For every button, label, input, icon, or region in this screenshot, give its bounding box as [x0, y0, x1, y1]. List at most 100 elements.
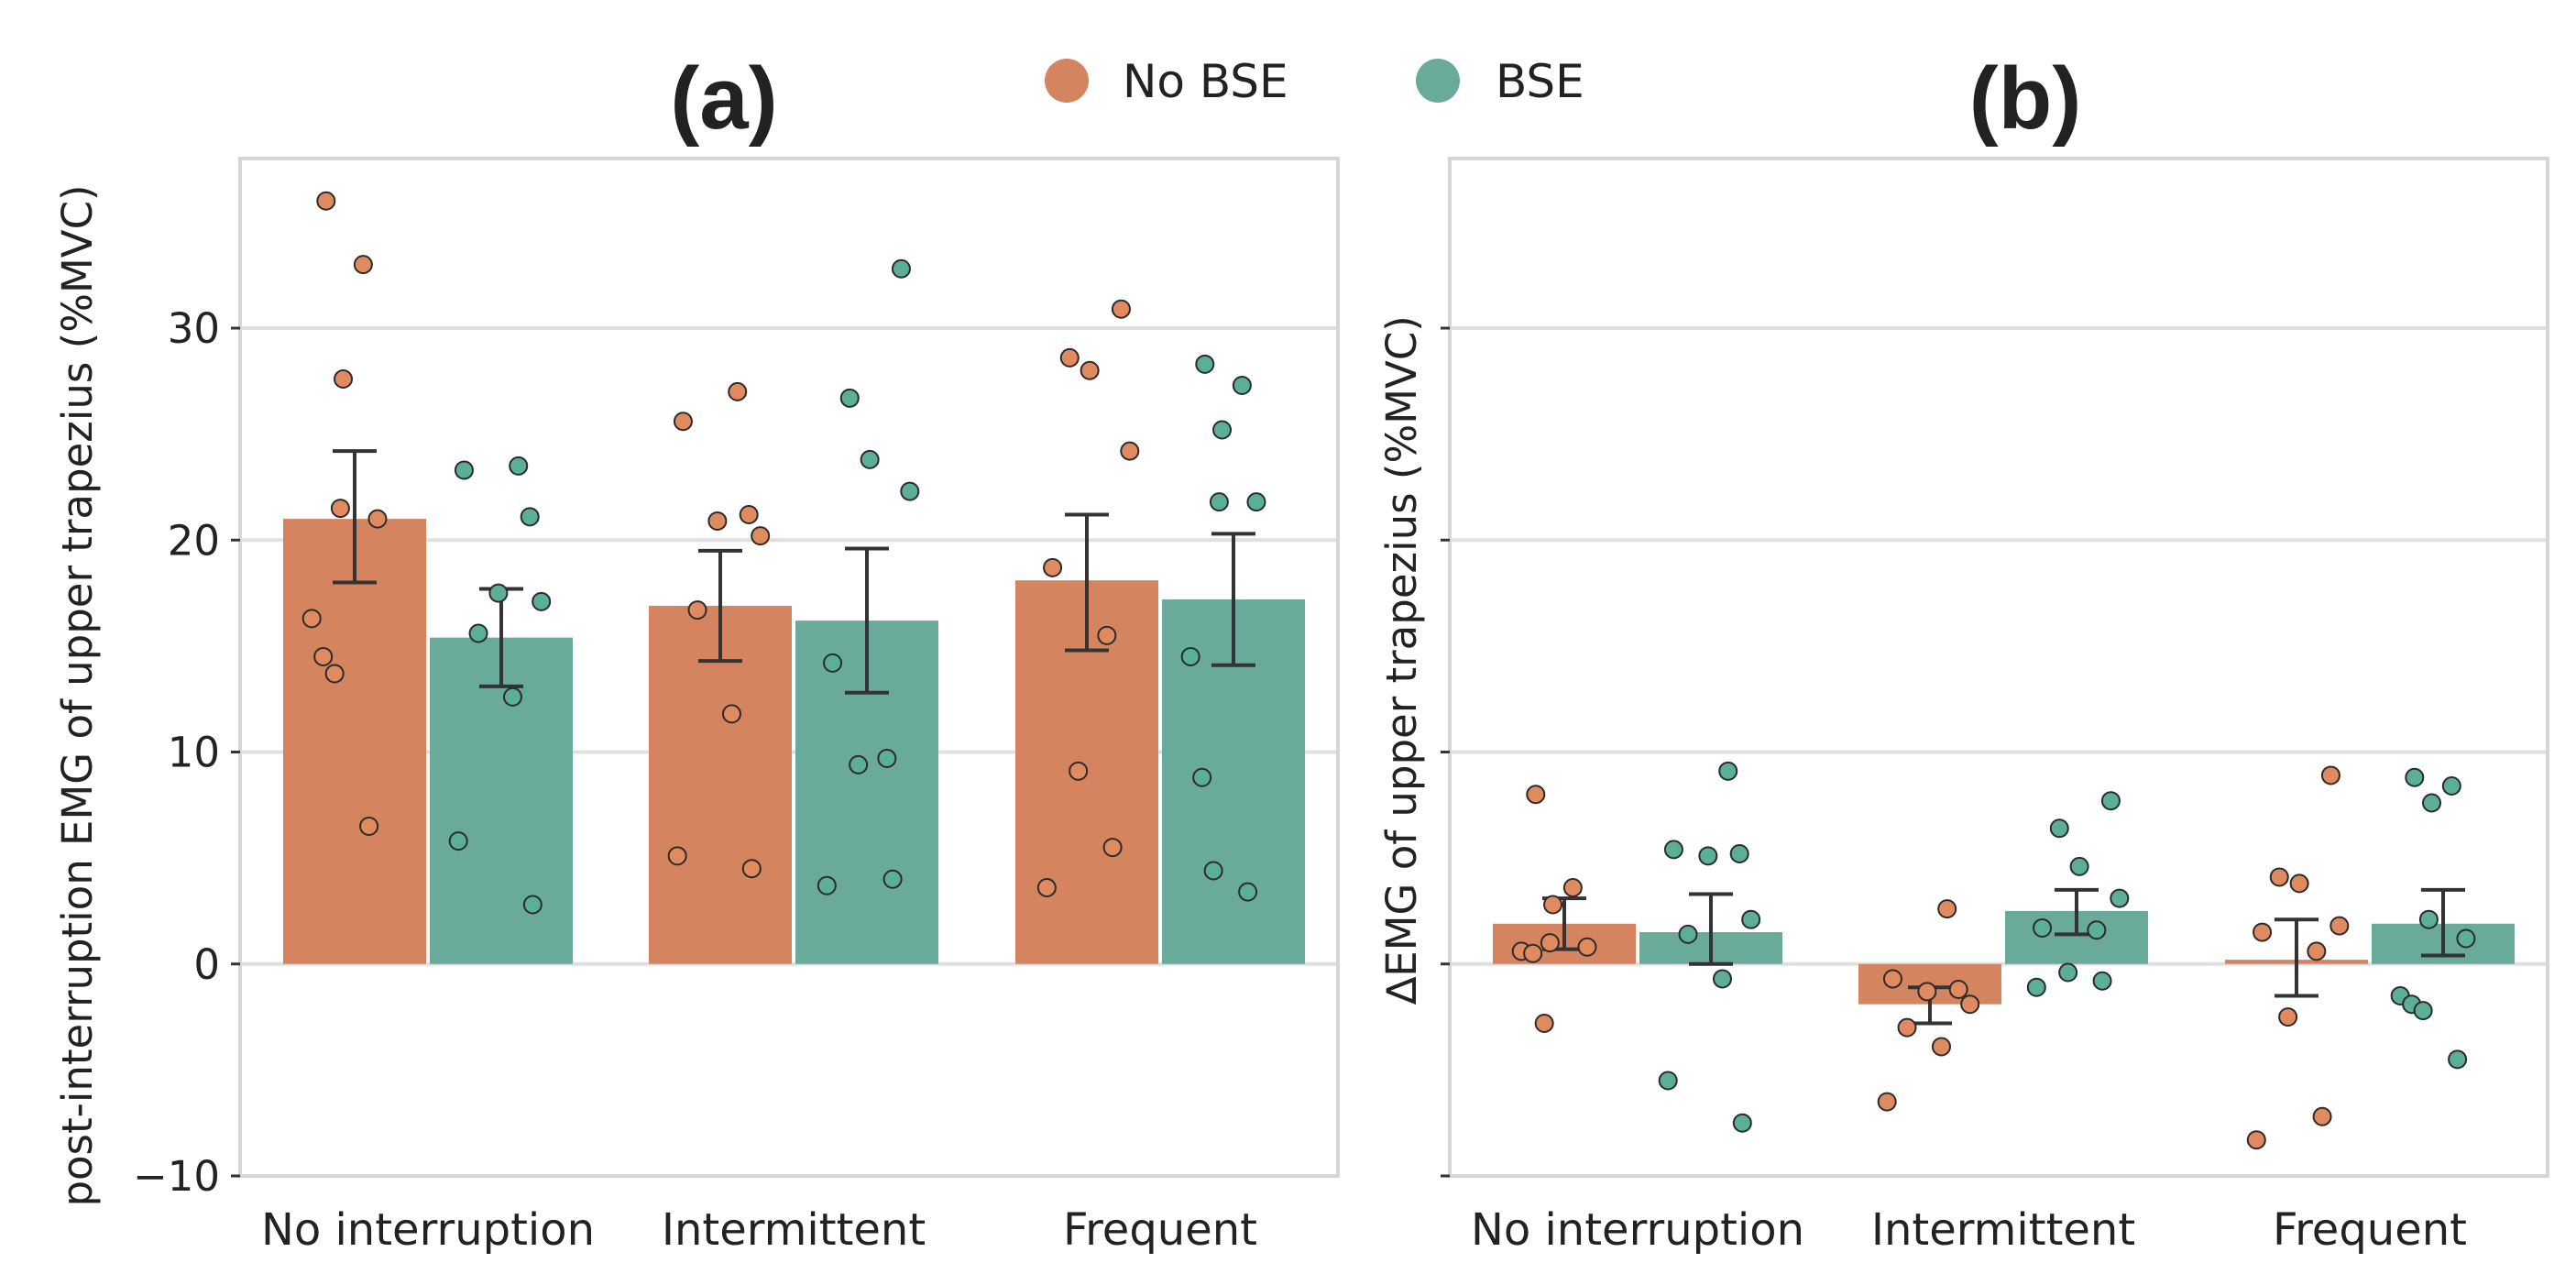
error-bar-bse-frequent: [2421, 887, 2465, 958]
point-no-bse-no-interruption: [1577, 937, 1597, 957]
point-no-bse-frequent: [1036, 878, 1057, 897]
point-bse-no-interruption: [522, 895, 543, 915]
point-bse-no-interruption: [1741, 909, 1761, 929]
error-bar-no-bse-no-interruption: [333, 449, 377, 585]
bar-bse-no-interruption: [430, 637, 573, 964]
point-bse-no-interruption: [520, 507, 540, 527]
point-no-bse-frequent: [2320, 765, 2340, 785]
plot-frame-a: [238, 157, 1340, 1178]
point-no-bse-frequent: [1102, 838, 1123, 858]
point-bse-frequent: [1192, 767, 1212, 787]
point-bse-intermittent: [877, 748, 897, 768]
legend-label-bse: BSE: [1496, 55, 1584, 108]
point-bse-intermittent: [891, 258, 911, 279]
point-bse-no-interruption: [448, 831, 468, 851]
point-no-bse-no-interruption: [367, 509, 388, 529]
point-bse-frequent: [1209, 492, 1229, 512]
point-no-bse-intermittent: [739, 505, 759, 524]
point-no-bse-frequent: [2246, 1130, 2266, 1150]
point-bse-no-interruption: [1663, 840, 1683, 860]
point-bse-frequent: [1212, 420, 1233, 440]
point-bse-intermittent: [2026, 977, 2046, 997]
point-bse-intermittent: [2069, 856, 2089, 876]
point-bse-frequent: [1246, 492, 1266, 512]
point-no-bse-no-interruption: [353, 255, 373, 275]
point-bse-no-interruption: [1698, 846, 1718, 866]
y-tick-label: 30: [168, 304, 220, 353]
y-tick-label: 10: [168, 729, 220, 777]
point-bse-frequent: [2441, 776, 2461, 796]
point-bse-intermittent: [900, 481, 920, 501]
legend: No BSE BSE: [1045, 55, 1584, 108]
error-bar-no-bse-intermittent: [698, 548, 742, 664]
y-ticks-a: −10 0 10 20 30: [133, 304, 240, 1201]
panel-title-a: (a): [670, 49, 777, 148]
point-bse-no-interruption: [1712, 969, 1732, 989]
y-tick-label: 0: [193, 940, 220, 989]
x-tick-label-intermittent: Intermittent: [662, 1204, 926, 1256]
point-bse-intermittent: [849, 754, 869, 774]
point-no-bse-intermittent: [673, 412, 693, 432]
point-bse-intermittent: [839, 388, 860, 408]
point-no-bse-intermittent: [1897, 1017, 1917, 1038]
point-no-bse-frequent: [1080, 360, 1100, 380]
point-no-bse-frequent: [2307, 941, 2327, 961]
point-bse-no-interruption: [532, 591, 552, 611]
panel-a: (a) −10 0 10 20 30 No interruption Intermitte…: [53, 49, 1340, 1256]
points-b: [1511, 761, 2476, 1150]
point-no-bse-no-interruption: [359, 816, 379, 836]
point-bse-no-interruption: [1729, 844, 1749, 863]
point-bse-intermittent: [2110, 888, 2130, 908]
point-no-bse-frequent: [1069, 761, 1089, 781]
point-bse-frequent: [2456, 928, 2476, 949]
points-a: [301, 191, 1266, 915]
x-ticks-b: No interruption Intermittent Frequent: [1471, 1204, 2467, 1256]
point-bse-intermittent: [823, 653, 843, 673]
point-no-bse-intermittent: [1877, 1092, 1897, 1112]
point-no-bse-frequent: [2253, 922, 2273, 942]
point-no-bse-no-interruption: [1540, 933, 1560, 953]
point-no-bse-intermittent: [1948, 980, 1968, 999]
panel-b: (b) No interruption Intermittent Frequent …: [1377, 49, 2549, 1256]
point-no-bse-frequent: [2312, 1106, 2332, 1126]
point-no-bse-intermittent: [687, 600, 707, 621]
point-bse-no-interruption: [1718, 761, 1738, 781]
point-no-bse-frequent: [2269, 867, 2289, 887]
point-no-bse-intermittent: [707, 511, 728, 531]
y-axis-label-b: ∆EMG of upper trapezius (%MVC): [1377, 315, 1426, 1005]
point-bse-no-interruption: [468, 623, 488, 643]
point-no-bse-intermittent: [667, 846, 687, 866]
point-no-bse-intermittent: [721, 704, 741, 724]
point-bse-intermittent: [860, 449, 880, 469]
point-no-bse-intermittent: [1882, 969, 1902, 989]
point-bse-frequent: [2405, 767, 2425, 787]
point-no-bse-no-interruption: [316, 191, 336, 211]
point-no-bse-intermittent: [751, 526, 771, 546]
point-bse-frequent: [1238, 882, 1258, 902]
point-no-bse-intermittent: [1960, 994, 1980, 1015]
error-bar-bse-no-interruption: [1689, 892, 1733, 966]
point-no-bse-no-interruption: [330, 499, 350, 519]
point-bse-no-interruption: [1732, 1113, 1752, 1133]
point-bse-frequent: [1232, 375, 1252, 395]
error-bar-no-bse-frequent: [2275, 917, 2318, 998]
point-bse-intermittent: [2100, 791, 2121, 811]
bar-no-bse-intermittent: [649, 605, 792, 964]
point-bse-no-interruption: [1678, 924, 1698, 944]
y-tick-label: 20: [168, 516, 220, 565]
point-bse-intermittent: [882, 869, 903, 889]
x-tick-label-frequent: Frequent: [1063, 1204, 1257, 1256]
point-bse-frequent: [2413, 1001, 2433, 1021]
point-bse-intermittent: [2058, 962, 2078, 983]
point-no-bse-no-interruption: [1523, 943, 1543, 963]
point-bse-intermittent: [2049, 818, 2069, 839]
point-bse-frequent: [2418, 909, 2439, 929]
point-no-bse-no-interruption: [1562, 878, 1583, 897]
point-no-bse-no-interruption: [313, 646, 334, 666]
point-no-bse-no-interruption: [301, 609, 322, 629]
point-no-bse-intermittent: [1937, 899, 1957, 919]
point-no-bse-intermittent: [1931, 1037, 1951, 1057]
point-bse-no-interruption: [509, 456, 529, 476]
point-bse-no-interruption: [488, 583, 509, 603]
